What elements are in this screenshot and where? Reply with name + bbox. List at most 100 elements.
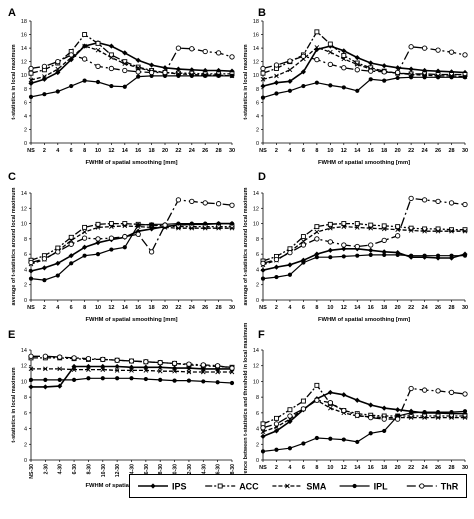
data-point-sma-marker [435, 228, 441, 234]
data-point-sma-marker [462, 415, 468, 420]
data-point-ips-marker [135, 57, 141, 63]
legend-marker-marker [419, 483, 425, 489]
data-point-ipl-marker [449, 253, 454, 258]
x-tick-label: 2 [43, 305, 46, 311]
panel-label: D [258, 171, 266, 183]
y-tick-label: 12 [21, 364, 27, 370]
data-point-ipl-marker [189, 221, 194, 226]
x-tick-label: 12 [341, 465, 347, 471]
data-point-thr-marker [448, 200, 455, 206]
legend-entry-thr: ThR [406, 482, 459, 492]
data-point-thr-marker [214, 363, 221, 369]
data-point-sma-marker [287, 67, 293, 73]
x-tick-label: 30 [462, 465, 468, 471]
data-point-thr-marker [162, 69, 168, 76]
data-point-ipl-marker [328, 255, 333, 260]
data-point-thr-marker [215, 50, 222, 56]
x-tick-label: 28 [216, 148, 222, 154]
data-point-thr-marker [287, 413, 293, 419]
y-tick-label: 0 [256, 141, 259, 147]
data-point-thr-marker [314, 56, 320, 63]
x-tick-label: 16 [135, 305, 141, 311]
series-line-ipl [30, 75, 232, 98]
x-tick-label: 26 [435, 305, 441, 311]
legend-canvas: IPS ACC SMA IPL ThR [138, 482, 459, 492]
data-point-sma-marker [368, 225, 374, 231]
data-point-thr-marker [395, 416, 401, 422]
data-point-ips-marker [273, 428, 280, 434]
y-tick-label: 10 [21, 379, 27, 385]
data-point-thr-marker [327, 399, 333, 406]
data-point-thr-marker [314, 397, 320, 403]
y-tick-label: 4 [24, 114, 27, 120]
y-tick-label: 0 [256, 298, 259, 304]
y-tick-label: 16 [253, 33, 259, 39]
data-point-acc-marker [381, 223, 387, 229]
data-point-ipl-marker [122, 84, 127, 89]
data-point-thr-marker [354, 243, 360, 250]
series-thr [260, 195, 468, 266]
data-point-ipl-marker [395, 75, 400, 81]
data-point-ips-marker [186, 365, 192, 371]
y-tick-label: 14 [21, 191, 27, 197]
data-point-ips-marker [368, 402, 374, 408]
series-line-thr [30, 199, 233, 264]
series-line-sma [30, 225, 232, 265]
x-tick-label: NS-30 [29, 464, 35, 479]
data-point-thr-marker [186, 361, 192, 367]
data-point-sma-marker [462, 228, 468, 234]
data-point-sma-marker [135, 65, 141, 71]
panel-label: E [8, 329, 15, 341]
series-line-sma [262, 399, 465, 433]
data-point-thr-marker [273, 62, 280, 68]
data-point-acc-marker [274, 415, 279, 421]
x-tick-label: 8 [83, 305, 86, 311]
data-point-ips-marker [55, 260, 61, 266]
y-tick-label: 6 [256, 252, 259, 258]
data-point-thr-marker [189, 46, 195, 52]
x-tick-label: 22 [175, 305, 181, 311]
data-point-sma-marker [435, 415, 441, 420]
y-tick-label: 0 [256, 458, 259, 464]
y-tick-label: 14 [21, 348, 27, 354]
data-point-acc-marker [95, 221, 101, 227]
data-point-ips-marker [287, 262, 293, 268]
series-line-thr [262, 46, 466, 74]
data-point-thr-marker [28, 353, 34, 359]
series-ipl [28, 73, 235, 100]
x-tick-label: NS [259, 148, 267, 154]
data-point-ipl-marker [55, 89, 60, 94]
data-point-ips-marker [381, 63, 387, 69]
data-point-ipl-marker [28, 94, 34, 100]
data-point-thr-marker [122, 233, 128, 240]
y-tick-label: 6 [24, 100, 27, 106]
data-point-ipl-marker [28, 276, 34, 281]
series-line-sma [30, 45, 233, 81]
data-point-thr-marker [81, 56, 88, 62]
data-point-sma-marker [216, 225, 221, 231]
data-point-thr-marker [175, 45, 182, 51]
x-tick-label: 2 [43, 148, 46, 154]
x-tick-label: 6 [70, 148, 73, 154]
data-point-sma-marker [408, 228, 414, 233]
data-point-ipl-marker [201, 379, 206, 384]
legend-label: SMA [306, 482, 327, 492]
data-point-thr-marker [143, 359, 149, 365]
data-point-thr-marker [341, 242, 347, 248]
data-point-acc-marker [314, 29, 320, 35]
data-point-ipl-marker [395, 252, 400, 258]
data-point-ipl-marker [158, 377, 163, 382]
series-line-ips [262, 45, 466, 87]
x-tick-label: 26 [435, 148, 441, 154]
data-point-ips-marker [287, 78, 293, 84]
data-point-ips-marker [82, 244, 88, 250]
data-point-ips-marker [200, 366, 206, 372]
data-point-sma-marker [28, 77, 34, 83]
data-point-ips-marker [28, 80, 34, 86]
data-point-thr-marker [435, 388, 441, 394]
x-tick-label: 22 [175, 148, 181, 154]
data-point-thr-marker [300, 53, 307, 59]
data-point-ips-marker [157, 364, 163, 370]
y-tick-label: 0 [24, 298, 27, 304]
